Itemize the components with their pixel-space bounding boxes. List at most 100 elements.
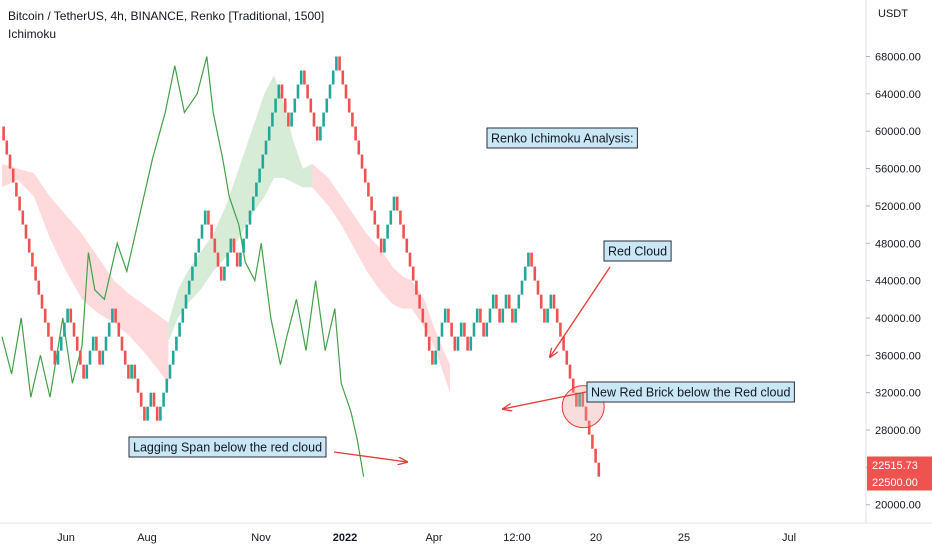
renko-brick-up [328,84,332,99]
renko-brick-down [341,70,345,85]
renko-brick-down [511,308,514,323]
renko-brick-down [360,154,364,169]
y-tick-label: 68000.00 [875,52,921,64]
y-tick-label: 40000.00 [875,313,921,325]
renko-brick-up [200,224,204,239]
renko-brick-down [495,294,498,309]
arrow-lagging-span [333,451,407,462]
renko-brick-up [191,266,194,281]
price-tag-bg [867,456,932,474]
renko-brick-up [104,336,108,351]
renko-brick-down [50,336,53,351]
renko-brick-up [456,336,460,351]
renko-brick-up [197,238,201,253]
renko-brick-down [533,266,537,281]
renko-brick-down [136,378,140,393]
renko-brick-up [267,126,271,141]
renko-brick-down [363,168,367,183]
renko-brick-up [296,84,300,99]
renko-brick-down [597,462,601,477]
renko-brick-down [431,350,434,365]
renko-brick-down [338,56,341,71]
renko-brick-down [562,336,565,351]
renko-brick-down [280,84,284,99]
renko-brick-up [520,280,524,295]
label-text: Red Cloud [608,245,667,259]
renko-brick-up [527,252,530,267]
y-tick-label: 36000.00 [875,350,921,362]
x-tick-label: Jul [782,532,796,544]
renko-brick-down [114,308,117,323]
renko-brick-up [258,168,261,183]
renko-brick-up [578,392,581,407]
renko-brick-down [354,126,357,141]
renko-brick-down [123,350,127,365]
x-tick-label: 20 [590,532,602,544]
renko-brick-down [95,336,98,351]
label-red-cloud: Red Cloud [603,240,672,262]
renko-brick-down [207,210,210,225]
renko-brick-up [226,252,229,267]
y-tick-label: 56000.00 [875,164,921,176]
renko-brick-down [47,322,50,337]
green-cloud [168,75,313,342]
renko-brick-up [523,266,527,281]
axis-currency: USDT [878,8,908,20]
renko-brick-down [303,70,306,85]
renko-brick-up [440,322,444,337]
renko-brick-down [11,168,15,183]
renko-brick-down [482,322,485,337]
renko-brick-up [184,294,188,309]
renko-brick-up [546,308,549,323]
renko-brick-down [43,308,47,323]
renko-brick-down [370,196,373,211]
renko-brick-up [194,252,197,267]
renko-brick-up [517,294,521,309]
renko-brick-up [274,98,277,113]
label-box [586,381,795,403]
renko-bricks [2,56,601,477]
x-tick-label: Nov [251,532,271,544]
renko-brick-down [216,252,220,267]
renko-brick-down [575,392,578,407]
price-tag-label: 22515.73 [872,460,918,472]
renko-brick-down [379,238,383,253]
renko-brick-down [315,126,319,141]
renko-brick-down [418,294,421,309]
renko-brick-up [469,336,473,351]
renko-brick-down [98,350,101,365]
renko-brick-up [437,336,441,351]
y-tick-label: 48000.00 [875,238,921,250]
renko-brick-down [2,126,5,141]
lagging-span-line [1,56,365,477]
renko-brick-down [219,266,223,281]
renko-brick-up [290,112,293,127]
y-tick-label: 52000.00 [875,201,921,213]
renko-brick-up [277,84,281,99]
renko-brick-up [175,336,178,351]
renko-brick-up [223,266,226,281]
renko-brick-down [536,280,540,295]
renko-brick-up [107,322,111,337]
x-tick-label: 12:00 [503,532,531,544]
renko-brick-down [507,294,511,309]
renko-brick-up [485,322,489,337]
ichimoku-clouds [2,75,450,393]
renko-brick-down [405,238,409,253]
renko-brick-down [312,112,316,127]
y-tick-label: 20000.00 [875,500,921,512]
renko-brick-down [584,406,588,421]
renko-brick-down [565,350,569,365]
renko-brick-up [203,210,207,225]
renko-brick-down [424,322,428,337]
renko-brick-down [408,252,412,267]
renko-brick-up [168,364,172,379]
renko-brick-down [466,336,469,351]
renko-brick-down [27,238,31,253]
renko-brick-up [475,308,479,323]
label-box [603,240,672,262]
renko-brick-down [530,252,533,267]
renko-brick-down [427,336,431,351]
renko-brick-down [24,224,28,239]
